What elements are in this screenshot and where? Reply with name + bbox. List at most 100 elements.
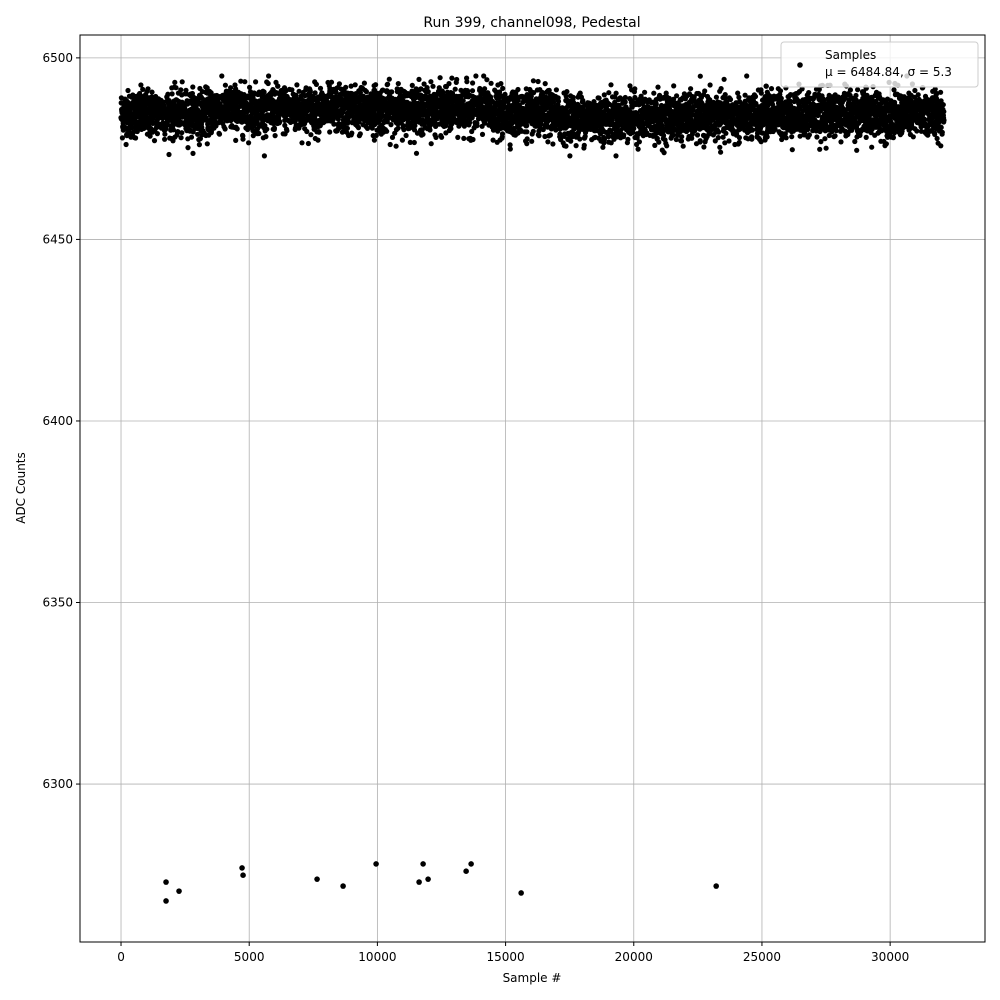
data-point [315,137,321,143]
data-point [581,142,587,148]
data-point [679,134,685,140]
data-point [652,142,658,148]
data-point [247,84,253,90]
data-point [789,134,795,140]
data-point [656,139,662,145]
data-point [185,145,191,151]
data-point [266,73,272,79]
data-point [573,143,579,149]
data-point [470,136,476,143]
data-point [190,84,196,90]
data-point [622,99,628,105]
data-point [123,141,129,148]
data-point [253,79,259,85]
data-point [175,129,181,135]
data-point [713,94,720,100]
data-point [387,141,393,148]
data-point [373,82,379,88]
data-point [545,139,551,145]
data-point [393,143,399,149]
data-point [744,73,750,79]
data-point [608,82,614,88]
data-point [409,82,415,88]
data-point [222,126,228,132]
data-point [427,127,433,133]
data-point [385,81,391,87]
data-point [631,125,637,132]
data-point [389,134,396,140]
data-point [328,79,335,85]
data-point [563,143,569,149]
data-point [439,134,445,140]
data-point [524,141,530,147]
data-point [433,134,439,140]
data-point [464,79,470,85]
data-point [535,78,541,85]
data-point [474,123,480,129]
data-point [343,84,349,90]
data-point [149,89,155,95]
data-point [357,131,363,137]
data-point [488,80,494,86]
data-point [651,90,657,96]
data-point [165,91,171,97]
data-points [118,73,947,904]
data-point [763,83,769,89]
data-point [389,89,395,95]
data-point [335,116,341,122]
data-point [277,119,283,125]
data-point [524,129,530,135]
data-point [437,75,443,81]
data-point [622,94,628,101]
data-point [140,86,146,92]
data-point [655,84,661,90]
data-point [388,122,394,128]
data-point [430,83,436,89]
data-point [296,88,302,94]
data-point [327,129,333,135]
data-point [312,90,318,96]
data-point [564,89,570,95]
data-point [636,139,643,145]
data-point [500,85,506,91]
data-point [752,93,759,100]
data-point [479,131,486,137]
data-point [265,80,271,87]
data-point [777,88,784,94]
data-point [261,89,267,95]
data-point [305,140,311,147]
data-point [694,132,701,138]
data-point [228,85,234,91]
data-point [412,123,418,129]
data-point [416,76,422,82]
data-point [671,83,677,89]
data-point [653,101,659,107]
data-point [625,136,631,142]
data-point [680,143,686,149]
data-point [524,123,530,129]
data-point [577,136,583,142]
data-point [567,153,573,159]
data-point [764,134,770,140]
data-point [234,126,240,132]
data-point [547,132,554,138]
data-point [596,95,602,101]
data-point [768,86,775,92]
data-point [371,137,377,143]
data-point [715,135,721,141]
data-point [272,133,278,139]
data-point [179,79,185,85]
data-point [736,139,742,146]
data-point [147,133,153,139]
data-point [196,142,202,148]
data-point [401,127,407,133]
data-point [399,137,405,143]
data-point [722,92,728,98]
data-point [473,73,479,79]
data-point [403,132,409,139]
data-point [373,132,379,138]
data-point [178,135,184,141]
data-point [716,129,722,135]
data-point [188,134,195,140]
